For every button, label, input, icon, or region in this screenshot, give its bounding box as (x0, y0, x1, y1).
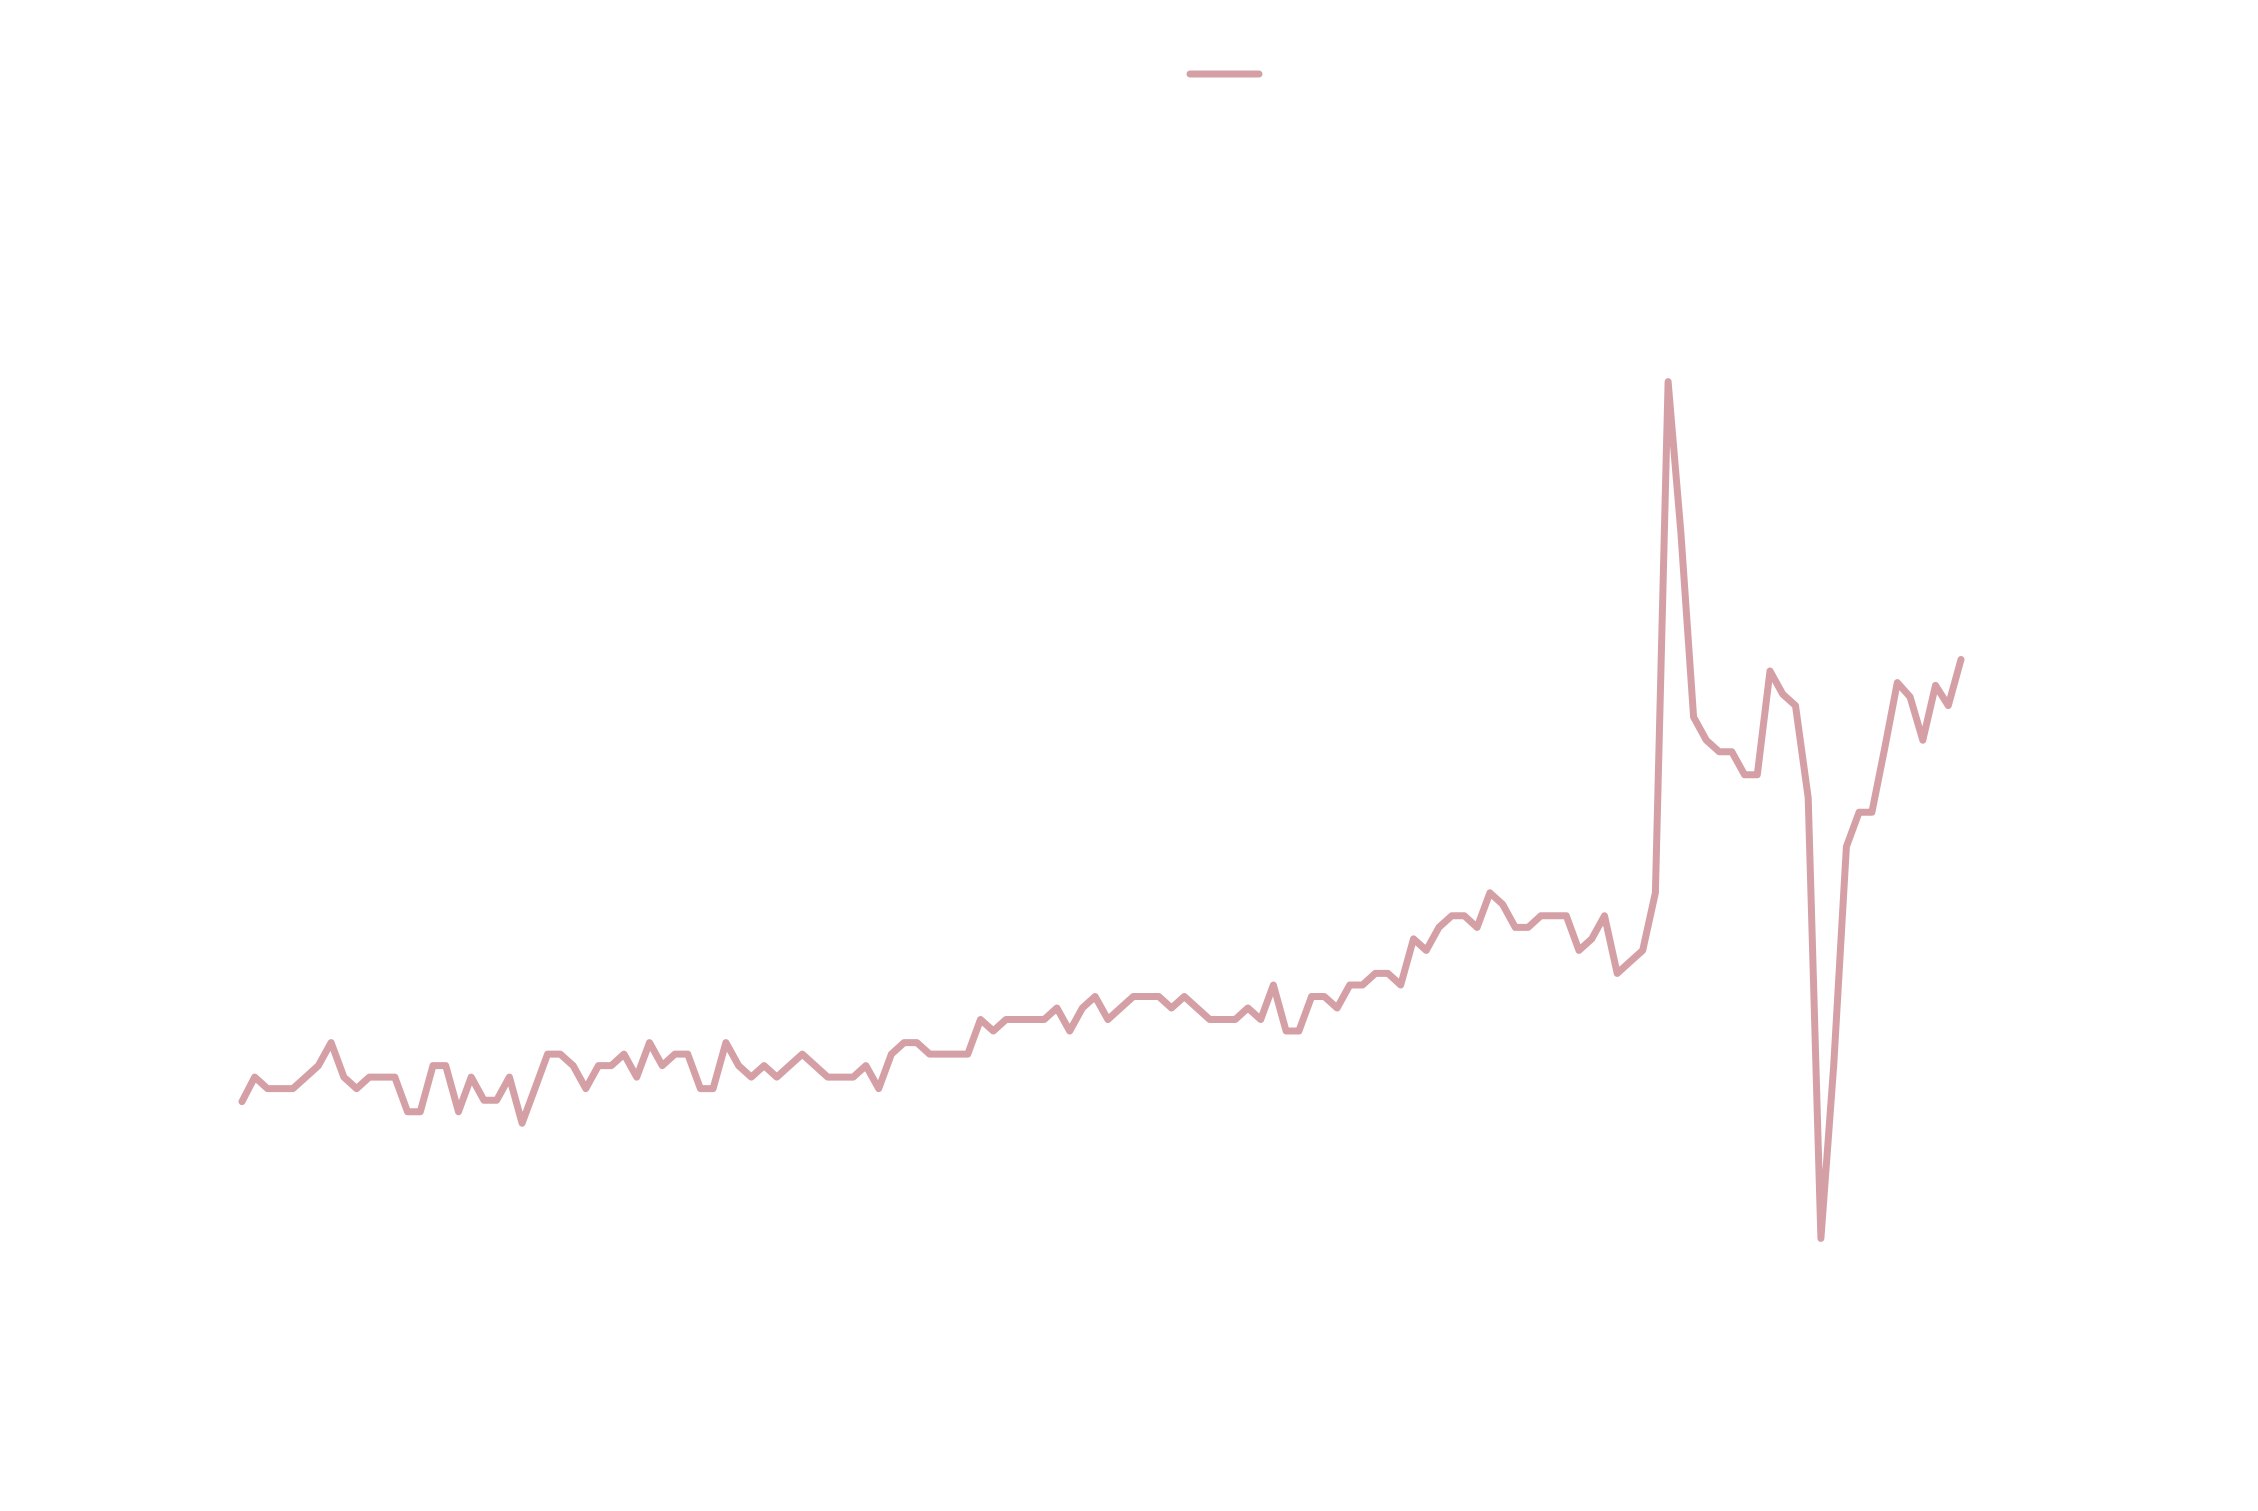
data-line (238, 378, 1965, 1242)
